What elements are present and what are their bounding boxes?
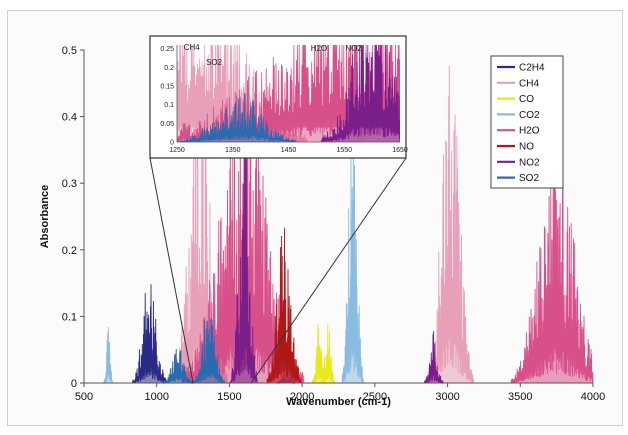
zoom-connector [149,157,194,384]
legend-label-c2h4: C2H4 [519,63,545,74]
inset-band-no2-1600 [321,45,400,142]
y-tick-label: 0.3 [62,178,77,190]
series-no [266,227,302,383]
inset-y-tick-label: 0.1 [164,102,174,109]
band-ch4-3020 [427,65,474,384]
inset-annotation: H2O [311,44,327,53]
x-tick-label: 1000 [144,391,168,403]
zoom-connector [250,157,407,384]
inset-y-tick-label: 0.15 [160,84,174,91]
legend-label-h2o: H2O [519,126,540,137]
inset-annotation: CH4 [184,43,201,52]
inset-annotation: NO2 [345,44,362,53]
band-no2-1600 [230,147,258,383]
inset-band-so2-1360 [179,92,298,142]
x-axis-label: Wavenumber (cm-1) [286,396,391,408]
inset-x-tick-label: 1450 [281,147,297,154]
legend: C2H4 CH4 CO CO2 H2O NO NO2 SO2 [490,55,564,189]
x-tick-label: 500 [75,391,93,403]
x-tick-label: 1500 [217,391,241,403]
band-co2-667 [103,327,114,385]
band-c2h4-950 [131,284,167,384]
legend-label-no: NO [519,142,534,153]
inset-x-tick-label: 1250 [169,147,185,154]
band-co-2175 [320,324,335,384]
inset-y-tick-label: 0.25 [160,46,174,53]
x-tick-label: 3000 [435,391,459,403]
band-so2-1360 [193,318,225,384]
x-tick-label: 2500 [363,391,387,403]
x-tick-label: 3500 [508,391,532,403]
series-no2 [230,147,444,385]
y-tick-label: 0 [71,378,77,390]
inset-annotation: SO2 [206,58,223,67]
y-tick-label: 0.2 [62,245,77,257]
legend-label-co: CO [519,94,534,105]
band-no2-2905 [423,331,444,385]
legend-label-no2: NO2 [519,157,540,168]
inset-marks [177,45,400,142]
band-h2o-3750 [510,148,594,383]
series-so2 [162,318,225,385]
y-tick-label: 0.5 [62,45,77,57]
inset-x-tick-label: 1650 [392,147,408,154]
band-co2-2349 [341,134,364,383]
y-axis-label: Absorbance [39,185,51,249]
inset-y-tick-label: 0.2 [164,65,174,72]
band-no-1876 [266,227,302,383]
legend-label-so2: SO2 [519,173,539,184]
x-tick-label: 2000 [290,391,314,403]
inset-chart: 1250 1350 1450 1550 1650 0 0.05 0.1 0.15 0.2 0.25 C… [149,35,408,384]
legend-label-co2: CO2 [519,110,540,121]
legend-box [490,55,564,189]
inset-x-tick-label: 1350 [225,147,241,154]
y-tick-label: 0.1 [62,311,77,323]
y-tick-label: 0.4 [62,112,77,124]
inset-y-tick-label: 0 [170,140,174,147]
x-tick-label: 4000 [581,391,605,403]
inset-y-tick-label: 0.05 [160,121,174,128]
band-so2-1150 [162,348,195,385]
inset-x-tick-label: 1550 [336,147,352,154]
legend-label-ch4: CH4 [519,78,539,89]
series-co2 [103,134,364,385]
series-co [311,323,335,385]
